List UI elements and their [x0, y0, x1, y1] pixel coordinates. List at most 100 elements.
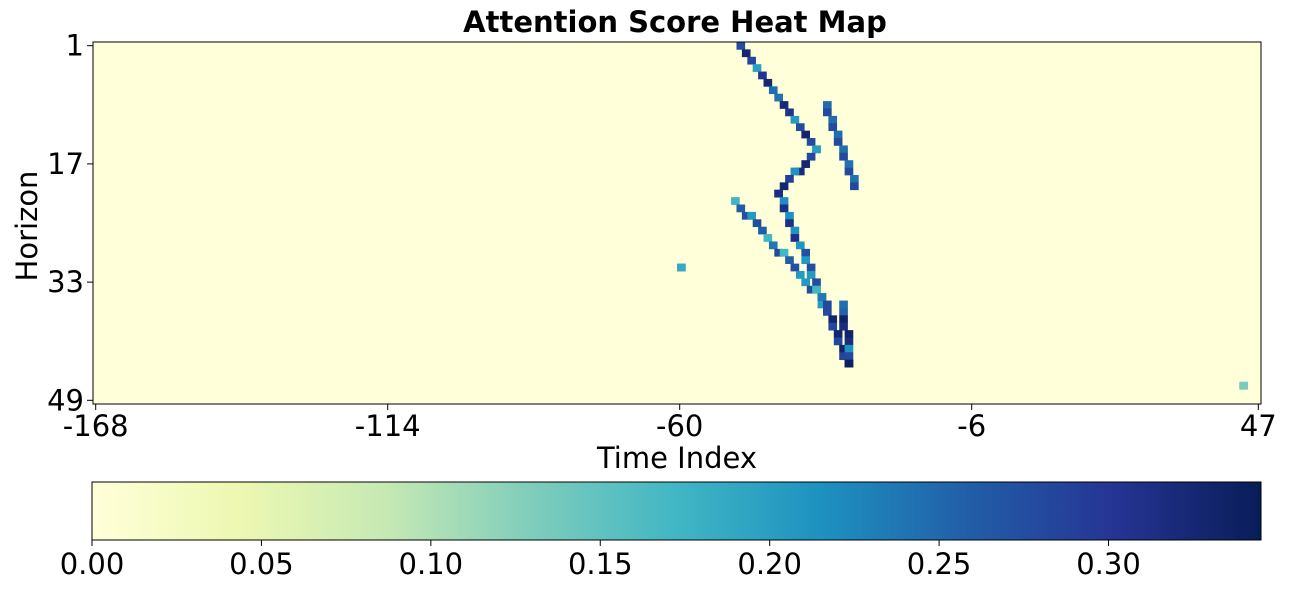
colorbar-tick-label: 0.10	[399, 547, 464, 581]
x-tick-label: -60	[656, 409, 703, 443]
colorbar-tick-label: 0.00	[60, 547, 125, 581]
y-axis-label: Horizon	[10, 171, 44, 282]
heatmap-cell	[839, 300, 848, 309]
heatmap-cell	[774, 248, 783, 257]
heatmap-cell	[801, 256, 811, 264]
heatmap-background	[93, 42, 1261, 404]
heatmap-cell	[817, 300, 827, 309]
x-tick-label: -6	[957, 409, 986, 443]
heatmap-cell	[828, 123, 838, 132]
heatmap-cell	[806, 271, 816, 279]
heatmap-cell	[823, 108, 832, 117]
heatmap-cell	[844, 352, 854, 361]
heatmap-cell	[833, 138, 843, 146]
heatmap-cell	[817, 293, 827, 301]
colorbar-tick-label: 0.15	[568, 547, 633, 581]
heatmap-cell	[736, 204, 746, 213]
heatmap-cell	[774, 189, 783, 198]
heatmap-cell	[833, 130, 843, 139]
heatmap-cell	[801, 160, 811, 168]
heatmap-cell	[801, 278, 811, 287]
heatmap-cell	[806, 152, 816, 161]
heatmap-cell	[801, 248, 811, 257]
heatmap-cells	[677, 42, 1249, 390]
heatmap-cell	[839, 307, 848, 316]
heatmap-cell	[736, 42, 746, 50]
heatmap-cell	[806, 263, 816, 272]
x-tick-label: -114	[355, 409, 421, 443]
heatmap-cell	[850, 174, 859, 183]
heatmap-cell	[795, 241, 805, 250]
colorbar-tick-label: 0.30	[1076, 547, 1141, 581]
heatmap-cell	[839, 352, 848, 361]
heatmap-cell	[785, 256, 794, 264]
heatmap-cell	[790, 167, 800, 176]
chart-title: Attention Score Heat Map	[463, 5, 887, 39]
heatmap-cell	[741, 49, 751, 58]
heatmap-cell	[844, 160, 854, 168]
heatmap-cell	[790, 234, 800, 242]
heatmap-cell	[795, 167, 805, 176]
heatmap-cell	[747, 56, 756, 65]
x-tick-label: 47	[1240, 409, 1277, 443]
heatmap-cell	[844, 344, 854, 353]
heatmap-cell	[839, 315, 848, 324]
heatmap-cell	[823, 300, 832, 309]
heatmap-cell	[785, 174, 794, 183]
x-tick-label: -168	[63, 409, 129, 443]
heatmap-cell	[785, 211, 794, 220]
colorbar-tick-label: 0.20	[737, 547, 802, 581]
heatmap-cell	[752, 219, 762, 228]
x-axis: -168 -114 -60 -6 47	[63, 404, 1277, 443]
heatmap-cell	[677, 263, 686, 272]
heatmap-cell	[839, 145, 848, 154]
heatmap-frame	[92, 41, 1262, 405]
heatmap-cell	[790, 226, 800, 235]
heatmap-cell	[823, 101, 832, 109]
heatmap-cell	[812, 278, 821, 287]
heatmap-cell	[731, 197, 740, 205]
heatmap-cell	[823, 307, 832, 316]
heatmap-cell	[806, 285, 816, 294]
heatmap-cell	[779, 101, 789, 109]
heatmap-cell	[828, 322, 838, 331]
heatmap-cell	[741, 211, 751, 220]
heatmap-cell	[806, 138, 816, 146]
heatmap-cell	[844, 330, 854, 338]
heatmap-cell	[833, 337, 843, 346]
y-tick-label: 1	[66, 29, 84, 63]
heatmap-cell	[1239, 381, 1249, 390]
heatmap-cell	[752, 64, 762, 72]
heatmap-cell	[758, 71, 767, 80]
heatmap-cell	[828, 115, 838, 124]
y-tick-label: 33	[47, 265, 84, 299]
heatmap-cell	[779, 248, 789, 257]
heatmap-cell	[779, 204, 789, 213]
heatmap-cell	[801, 130, 811, 139]
heatmap-cell	[774, 93, 783, 102]
heatmap-cell	[850, 182, 859, 191]
heatmap-cell	[763, 234, 773, 242]
colorbar-tick-label: 0.25	[907, 547, 972, 581]
heatmap-cell	[844, 359, 854, 368]
heatmap-cell	[763, 78, 773, 87]
heatmap-cell	[795, 271, 805, 279]
colorbar	[91, 481, 1262, 541]
heatmap-cell	[785, 219, 794, 228]
colorbar-tick-label: 0.05	[229, 547, 294, 581]
heatmap-cell	[795, 123, 805, 132]
heatmap-cell	[812, 285, 821, 294]
heatmap-cell	[844, 337, 854, 346]
heatmap-cell	[833, 330, 843, 338]
heatmap-cell	[828, 315, 838, 324]
y-axis: 1 17 33 49	[47, 29, 93, 417]
heatmap-cell	[839, 322, 848, 331]
heatmap-cell	[839, 344, 848, 353]
heatmap-cell	[844, 167, 854, 176]
heatmap-cell	[790, 115, 800, 124]
y-tick-label: 49	[47, 383, 84, 417]
heatmap-cell	[779, 182, 789, 191]
heatmap-cell	[839, 152, 848, 161]
heatmap-cell	[747, 211, 756, 220]
